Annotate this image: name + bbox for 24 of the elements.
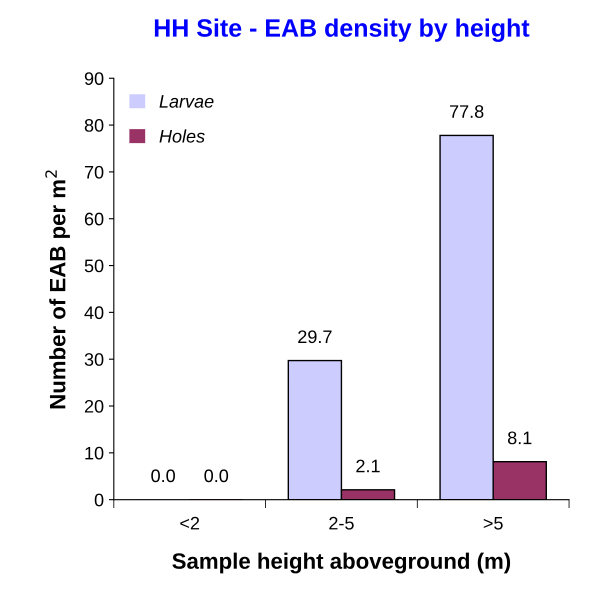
chart-title: HH Site - EAB density by height [154, 18, 530, 42]
data-label: 0.0 [204, 469, 228, 482]
y-tick-label: 50 [84, 259, 104, 272]
x-axis-title: Sample height aboveground (m) [172, 552, 510, 574]
y-tick-label: 20 [84, 400, 104, 413]
legend-label: Holes [160, 129, 205, 143]
y-tick-label: 60 [84, 212, 104, 226]
y-tick-label: 80 [84, 119, 104, 132]
data-label: 77.8 [450, 105, 484, 118]
data-label: 29.7 [298, 330, 332, 344]
x-tick-label: >5 [484, 516, 503, 530]
x-tick-label: <2 [180, 516, 200, 530]
y-tick-label: 0 [94, 494, 104, 506]
y-tick-label: 40 [84, 306, 104, 320]
legend-label: Larvae [160, 95, 214, 108]
data-label: 2.1 [356, 460, 380, 472]
y-tick-label: 10 [85, 446, 104, 460]
y-tick-label: 30 [84, 353, 104, 366]
data-label: 8.1 [508, 431, 532, 444]
data-label: 0.0 [151, 469, 175, 482]
x-tick-label: 2-5 [329, 516, 354, 530]
y-tick-label: 90 [84, 72, 104, 85]
y-axis-title: Number of EAB per m$^{2}$ [45, 170, 70, 408]
y-tick-label: 70 [84, 166, 104, 179]
